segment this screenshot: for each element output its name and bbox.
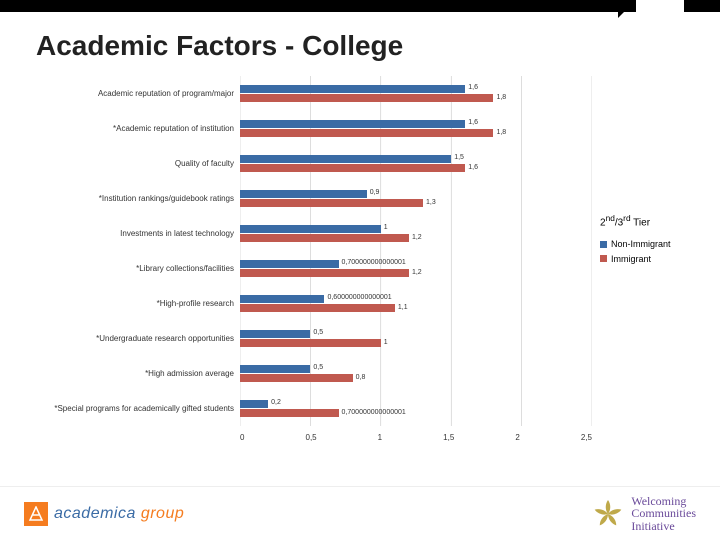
legend-swatch-1 [600,255,607,262]
welcoming-star-icon [591,497,625,531]
category-label: Academic reputation of program/major [4,89,234,98]
category-label: Investments in latest technology [4,229,234,238]
footer: academica group Welcoming Communities In… [0,486,720,540]
top-black-bar [0,0,720,12]
bar-value-label: 1,6 [468,119,478,126]
bar-series-0 [240,295,324,303]
bar-series-0 [240,365,310,373]
legend-label-0: Non-Immigrant [611,237,671,251]
bar-value-label: 1 [384,339,388,346]
footer-brand-main: academica [54,505,136,522]
legend-item-immigrant: Immigrant [600,252,710,266]
x-tick: 0,5 [306,433,317,442]
bar-series-1 [240,304,395,312]
bar-value-label: 1 [384,224,388,231]
bar-value-label: 1,3 [426,199,436,206]
bar-series-1 [240,409,339,417]
bar-value-label: 1,8 [496,129,506,136]
bar-value-label: 0,700000000000001 [342,259,406,266]
bar-series-0 [240,120,465,128]
bar-series-1 [240,164,465,172]
category-label: *Institution rankings/guidebook ratings [4,194,234,203]
bar-value-label: 1,1 [398,304,408,311]
bar-series-1 [240,129,493,137]
legend-title: 2nd/3rd Tier [600,212,710,231]
x-axis-ticks: 0 0,5 1 1,5 2 2,5 [240,433,592,442]
category-label: *High-profile research [4,299,234,308]
bar-value-label: 1,6 [468,84,478,91]
bar-series-0 [240,190,367,198]
page-title: Academic Factors - College [0,12,720,72]
bar-value-label: 0,600000000000001 [327,294,391,301]
footer-right-line3: Initiative [631,520,696,533]
category-label: *Academic reputation of institution [4,124,234,133]
bar-value-label: 0,5 [313,329,323,336]
bar-series-1 [240,374,353,382]
bar-value-label: 0,700000000000001 [342,409,406,416]
content-area: Academic reputation of program/major 1,6 1… [0,72,720,486]
x-tick: 2,5 [581,433,592,442]
bar-series-1 [240,94,493,102]
bar-value-label: 1,5 [454,154,464,161]
chart-container: Academic reputation of program/major 1,6 1… [0,72,710,486]
bar-value-label: 0,5 [313,364,323,371]
x-tick: 2 [515,433,519,442]
chart-legend: 2nd/3rd Tier Non-Immigrant Immigrant [600,212,710,266]
legend-label-1: Immigrant [611,252,651,266]
footer-right-line2: Communities [631,507,696,520]
category-label: Quality of faculty [4,159,234,168]
bar-series-1 [240,269,409,277]
academica-icon [24,502,48,526]
bar-value-label: 0,9 [370,189,380,196]
bar-value-label: 1,2 [412,234,422,241]
footer-logo-right: Welcoming Communities Initiative [591,495,696,533]
bar-value-label: 1,8 [496,94,506,101]
bar-series-1 [240,339,381,347]
category-label: *Undergraduate research opportunities [4,334,234,343]
x-tick: 1,5 [443,433,454,442]
legend-swatch-0 [600,241,607,248]
category-label: *Library collections/facilities [4,264,234,273]
header-notch [636,0,684,18]
footer-brand-sub: group [141,505,184,522]
bar-value-label: 0,2 [271,399,281,406]
legend-item-non-immigrant: Non-Immigrant [600,237,710,251]
footer-brand-text: academica group [54,505,184,523]
bar-series-0 [240,85,465,93]
bar-series-0 [240,155,451,163]
bar-series-1 [240,234,409,242]
x-tick: 1 [378,433,382,442]
footer-logo-left: academica group [24,502,184,526]
category-label: *High admission average [4,369,234,378]
bar-series-0 [240,260,339,268]
chart-plot-area: Academic reputation of program/major1,61… [240,76,592,426]
bar-series-1 [240,199,423,207]
bar-series-0 [240,400,268,408]
bar-value-label: 1,6 [468,164,478,171]
bar-series-0 [240,225,381,233]
footer-right-text: Welcoming Communities Initiative [631,495,696,533]
bar-series-0 [240,330,310,338]
bar-value-label: 1,2 [412,269,422,276]
category-label: *Special programs for academically gifte… [4,404,234,413]
bar-value-label: 0,8 [356,374,366,381]
x-tick: 0 [240,433,244,442]
